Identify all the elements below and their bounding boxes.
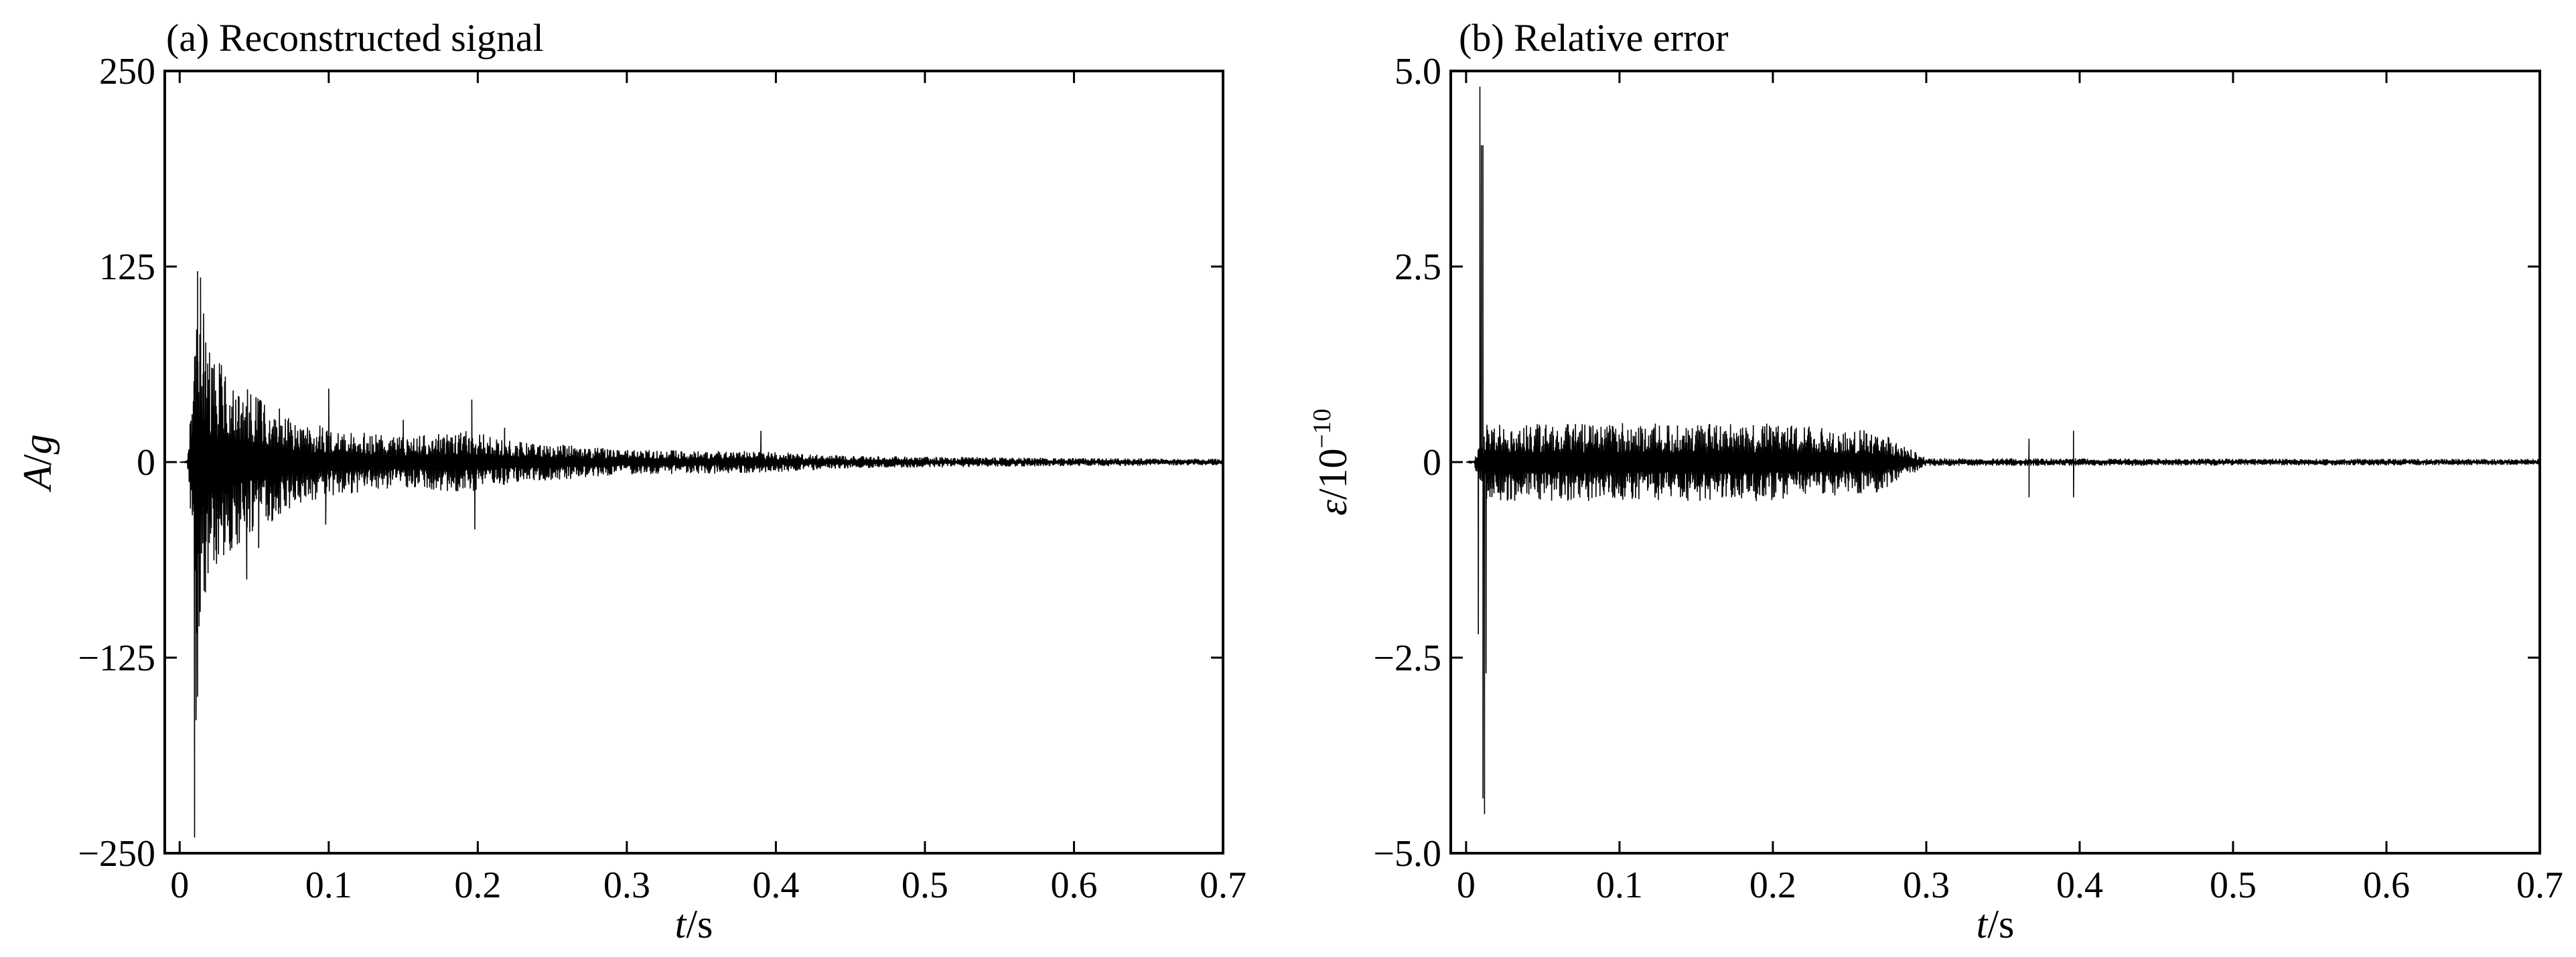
chart-a-ylabel-unit: g bbox=[15, 434, 60, 454]
chart-a-ticks: 0 0.1 0.2 0.3 0.4 0.5 0.6 0.7 250 125 0 −125 −250 bbox=[78, 51, 1246, 906]
chart-b-ytick-label: −5.0 bbox=[1373, 833, 1441, 875]
chart-a-xtick-label: 0.6 bbox=[1050, 865, 1097, 906]
chart-b-ytick-label: 0 bbox=[1423, 442, 1441, 484]
chart-a-ytick-label: −250 bbox=[78, 833, 155, 875]
chart-b-title: (b) Relative error bbox=[1459, 16, 1729, 60]
chart-b-xtick-label: 0.6 bbox=[2363, 865, 2410, 906]
chart-b: (b) Relative error 0 0.1 0.2 0.3 0.4 0.5 0.6 0.… bbox=[1308, 16, 2563, 946]
chart-b-xlabel-var: t bbox=[1977, 902, 1989, 946]
chart-b-xlabel: t/s bbox=[1977, 902, 2015, 946]
chart-a-ytick-label: 0 bbox=[137, 442, 155, 484]
chart-a-ytick-label: 250 bbox=[99, 51, 155, 92]
chart-b-xtick-label: 0.5 bbox=[2210, 865, 2257, 906]
chart-a-xtick-label: 0.1 bbox=[305, 865, 352, 906]
chart-b-ylabel-unit: /10 bbox=[1311, 449, 1355, 500]
chart-a-xtick-label: 0.7 bbox=[1200, 865, 1246, 906]
chart-a-xtick-label: 0.2 bbox=[454, 865, 501, 906]
chart-a-xlabel-unit: /s bbox=[686, 902, 713, 946]
chart-a-xtick-label: 0 bbox=[170, 865, 189, 906]
chart-b-ytick-label: 5.0 bbox=[1394, 51, 1441, 92]
chart-b-ytick-label: −2.5 bbox=[1373, 638, 1441, 679]
chart-a-xlabel-var: t bbox=[675, 902, 687, 946]
chart-a-ylabel-sep: / bbox=[15, 454, 60, 465]
chart-a-xtick-label: 0.3 bbox=[603, 865, 650, 906]
chart-a-ytick-label: 125 bbox=[99, 246, 155, 288]
chart-b-xtick-label: 0 bbox=[1457, 865, 1476, 906]
chart-b-ylabel: ε/10−10 bbox=[1308, 409, 1355, 516]
chart-a-title: (a) Reconstructed signal bbox=[166, 16, 544, 60]
chart-a-xtick-label: 0.5 bbox=[902, 865, 948, 906]
chart-a-series-signal bbox=[180, 271, 1224, 838]
chart-b-xtick-label: 0.2 bbox=[1749, 865, 1796, 906]
chart-a-ylabel: A/g bbox=[15, 434, 60, 492]
chart-b-xlabel-unit: /s bbox=[1987, 902, 2014, 946]
chart-b-ylabel-exponent: −10 bbox=[1308, 409, 1336, 448]
chart-a-ylabel-var: A bbox=[15, 465, 60, 493]
chart-a-xtick-label: 0.4 bbox=[752, 865, 799, 906]
chart-a-ytick-label: −125 bbox=[78, 638, 155, 679]
chart-b-ytick-label: 2.5 bbox=[1394, 246, 1441, 288]
chart-b-xtick-label: 0.3 bbox=[1903, 865, 1950, 906]
chart-b-xtick-label: 0.7 bbox=[2516, 865, 2563, 906]
chart-b-ylabel-var: ε bbox=[1311, 500, 1355, 516]
chart-a: (a) Reconstructed signal 0 0.1 0.2 0.3 0.4 0.… bbox=[15, 16, 1246, 946]
chart-a-xlabel: t/s bbox=[675, 902, 713, 946]
chart-b-xtick-label: 0.4 bbox=[2056, 865, 2103, 906]
chart-b-xtick-label: 0.1 bbox=[1596, 865, 1643, 906]
chart-b-series-error bbox=[1465, 86, 2541, 814]
